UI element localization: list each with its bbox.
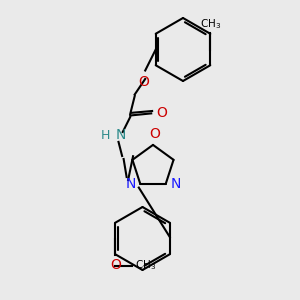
Text: N: N — [116, 128, 127, 142]
Text: H: H — [101, 128, 110, 142]
Text: O: O — [138, 75, 149, 89]
Text: O: O — [110, 258, 121, 272]
Text: O: O — [156, 106, 167, 120]
Text: CH$_3$: CH$_3$ — [135, 258, 156, 272]
Text: O: O — [149, 127, 160, 141]
Text: CH$_3$: CH$_3$ — [200, 17, 221, 31]
Text: N: N — [170, 177, 181, 191]
Text: N: N — [125, 177, 136, 191]
